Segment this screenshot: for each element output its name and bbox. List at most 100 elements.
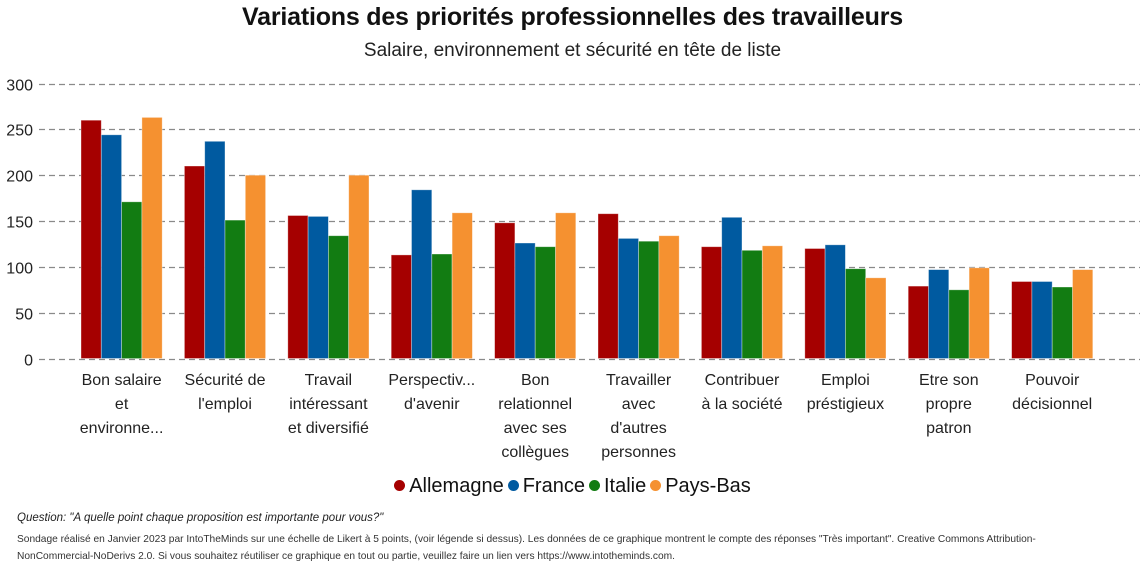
x-tick-label: Bon relationnel avec ses collègues <box>484 369 586 465</box>
bar-france <box>514 242 536 359</box>
legend-dot-icon <box>588 480 600 491</box>
bar-allemagne <box>597 213 619 359</box>
legend-item-pays-bas[interactable]: Pays-Bas <box>650 474 751 498</box>
x-tick-label: Pouvoir décisionnel <box>1001 369 1103 417</box>
bar-pays-bas <box>968 267 990 359</box>
bar-italie <box>1051 286 1073 359</box>
x-tick-label-line: Travail <box>304 372 353 389</box>
bar-italie <box>224 219 246 359</box>
legend-label: France <box>522 475 585 497</box>
bar-allemagne <box>183 165 206 359</box>
bar-italie <box>638 240 660 359</box>
x-tick-label-line: personnes <box>601 444 676 461</box>
x-tick-label-line: Pouvoir <box>1025 372 1080 389</box>
x-tick-label-line: Emploi <box>820 372 870 389</box>
source-line-2: NonCommercial-NoDerivs 2.0. Si vous souh… <box>17 551 675 562</box>
bar-france <box>928 269 950 359</box>
x-tick-label-line: préstigieux <box>806 396 885 413</box>
x-tick-label-line: décisionnel <box>1012 396 1093 413</box>
x-tick-label-line: Travailler <box>605 372 672 389</box>
x-tick-label-line: Bon salaire <box>81 372 162 389</box>
bar-italie <box>121 201 143 360</box>
bar-italie <box>327 235 350 359</box>
x-tick-label-line: l'emploi <box>198 396 252 413</box>
bar-france <box>721 216 743 359</box>
bar-italie <box>845 268 867 359</box>
legend-dot-icon <box>650 480 662 491</box>
y-tick-label: 100 <box>6 261 33 278</box>
bar-france <box>204 140 226 360</box>
x-tick-label-line: environne... <box>79 420 164 437</box>
y-axis-ticks: 0 50 100 150 200 250 300 <box>6 78 33 370</box>
legend-item-italie[interactable]: Italie <box>588 474 647 498</box>
x-tick-label-line: d'avenir <box>404 396 460 413</box>
x-tick-label-line: intéressant <box>289 396 368 413</box>
legend-item-allemagne[interactable]: Allemagne <box>394 474 504 498</box>
y-tick-label: 250 <box>6 123 33 140</box>
bar-allemagne <box>80 119 102 359</box>
x-tick-label-line: Bon <box>520 372 550 389</box>
bar-pays-bas <box>348 174 370 359</box>
x-tick-label-line: propre <box>925 396 972 413</box>
x-tick-label-line: avec ses <box>503 420 567 437</box>
bar-pays-bas <box>658 235 680 359</box>
bar-pays-bas <box>555 212 577 360</box>
x-tick-label-line: patron <box>926 420 972 437</box>
source-line-1: Sondage réalisé en Janvier 2023 par Into… <box>17 534 1036 545</box>
x-tick-label: Emploi préstigieux <box>794 369 896 417</box>
x-tick-label: Sécurité de l'emploi <box>174 369 276 417</box>
legend-label: Allemagne <box>409 475 504 497</box>
bars <box>80 117 1094 360</box>
bar-france <box>617 237 639 359</box>
bar-pays-bas <box>865 277 887 359</box>
x-tick-label-line: et <box>114 396 129 413</box>
bar-france <box>411 189 433 359</box>
x-tick-label-line: d'autres <box>610 420 667 437</box>
chart-title: Variations des priorités professionnelle… <box>242 3 903 31</box>
legend-dot-icon <box>394 480 406 491</box>
y-tick-label: 50 <box>15 307 33 324</box>
x-tick-label-line: collègues <box>501 444 569 461</box>
x-tick-label-line: relationnel <box>498 396 573 413</box>
y-tick-label: 0 <box>24 353 33 370</box>
x-tick-label-line: Contribuer <box>704 372 780 389</box>
y-tick-label: 300 <box>6 78 33 95</box>
bar-allemagne <box>907 285 929 359</box>
legend-dot-icon <box>507 480 519 491</box>
x-tick-label: Bon salaire et environne... <box>71 369 173 441</box>
survey-question: Question: "A quelle point chaque proposi… <box>17 512 384 524</box>
legend-label: Pays-Bas <box>665 475 751 497</box>
bar-allemagne <box>390 254 412 359</box>
bar-pays-bas <box>1072 269 1094 359</box>
x-tick-label-line: avec <box>621 396 656 413</box>
chart-subtitle: Salaire, environnement et sécurité en tê… <box>363 40 782 61</box>
bar-allemagne <box>701 246 723 359</box>
x-tick-label-line: Etre son <box>919 372 979 389</box>
bar-allemagne <box>494 222 516 359</box>
x-tick-label: Contribuer à la société <box>691 369 793 417</box>
bar-allemagne <box>1011 281 1033 359</box>
bar-pays-bas <box>244 174 267 359</box>
bar-france <box>100 134 123 359</box>
x-tick-label-line: à la société <box>701 396 783 413</box>
x-tick-label: Travailler avec d'autres personnes <box>588 369 690 465</box>
bar-italie <box>534 246 556 359</box>
bar-italie <box>948 289 970 359</box>
x-tick-label: Etre son propre patron <box>898 369 1000 441</box>
x-tick-label-line: et diversifié <box>287 420 369 437</box>
bar-allemagne <box>804 248 826 359</box>
y-tick-label: 200 <box>6 169 33 186</box>
bar-pays-bas <box>761 245 783 360</box>
x-tick-label: Perspectiv... d'avenir <box>381 369 483 417</box>
bar-france <box>1031 281 1053 359</box>
bar-chart: 0 50 100 150 200 250 300 <box>6 78 1140 370</box>
x-tick-label-line: Perspectiv... <box>388 372 476 389</box>
legend-item-france[interactable]: France <box>507 474 585 498</box>
bar-italie <box>741 249 763 359</box>
bar-pays-bas <box>141 117 163 359</box>
y-tick-label: 150 <box>6 215 33 232</box>
bar-allemagne <box>287 215 309 359</box>
source-note: Sondage réalisé en Janvier 2023 par Into… <box>17 530 1117 566</box>
legend-label: Italie <box>603 475 647 497</box>
bar-pays-bas <box>451 212 473 360</box>
